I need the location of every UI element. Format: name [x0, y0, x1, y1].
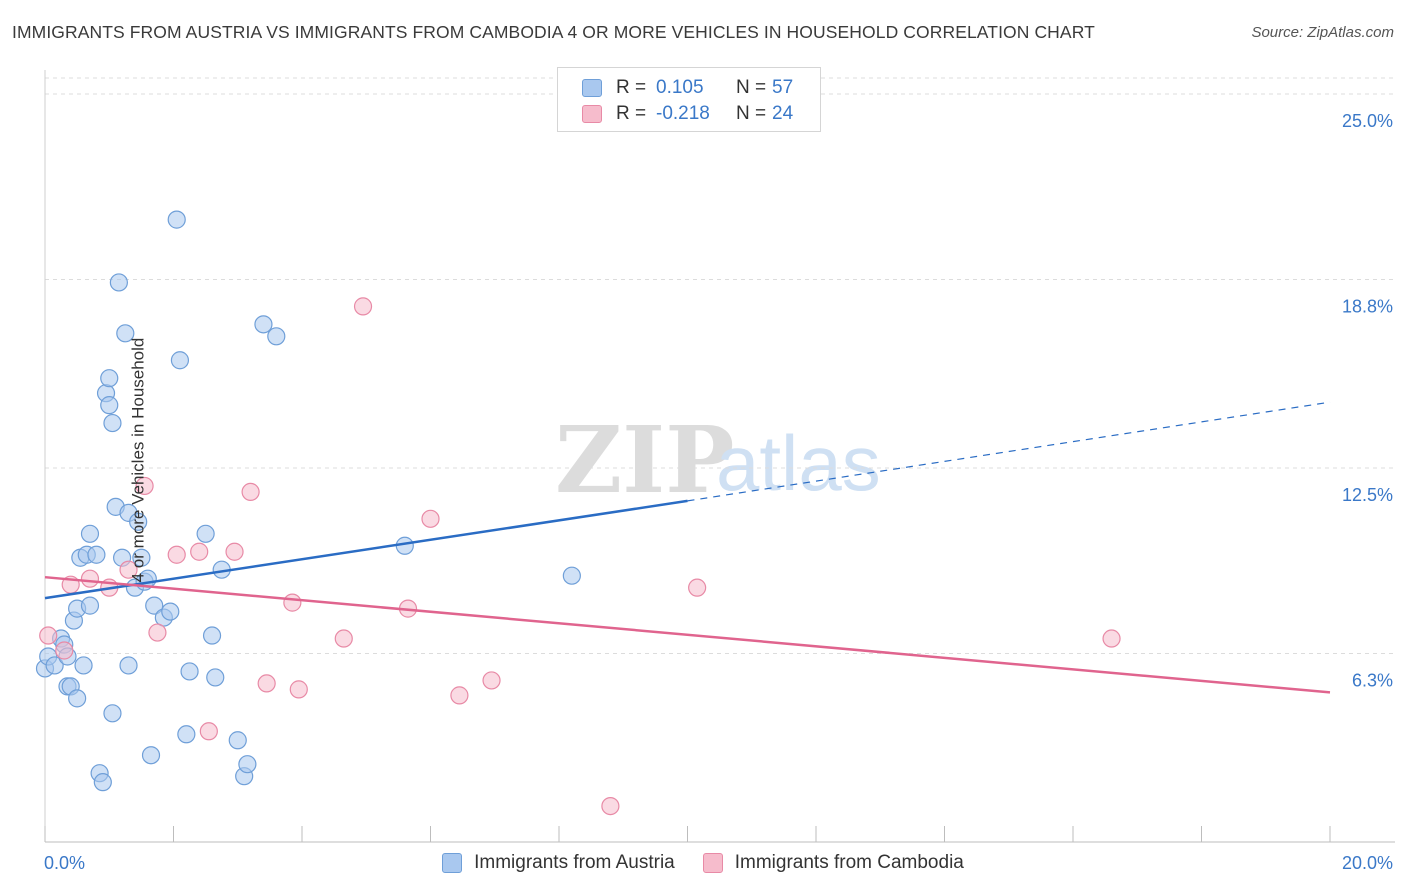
point-cambodia [353, 297, 373, 316]
point-cambodia [241, 482, 260, 502]
point-cambodia [135, 476, 154, 496]
legend-item-cambodia: Immigrants from Cambodia [702, 852, 964, 874]
trend-line-cambodia [44, 575, 1331, 694]
source-label: Source: ZipAtlas.com [1251, 24, 1394, 41]
point-cambodia [39, 626, 58, 645]
point-austria [80, 596, 100, 615]
point-austria [45, 656, 64, 675]
point-austria [202, 626, 222, 645]
point-austria [254, 315, 273, 334]
point-austria [177, 725, 196, 744]
point-austria [103, 413, 122, 433]
point-cambodia [688, 578, 707, 597]
point-austria [141, 746, 161, 765]
point-austria [167, 210, 186, 229]
series-legend: Immigrants from Austria Immigrants from … [0, 852, 1406, 874]
legend-r-value: -0.218 [656, 103, 710, 124]
point-cambodia [601, 796, 620, 816]
point-cambodia [55, 641, 74, 660]
legend-r-label: R = [616, 77, 647, 98]
y-axis-label: 4 or more Vehicles in Household [128, 337, 148, 583]
point-austria [161, 602, 180, 621]
point-cambodia [199, 722, 218, 741]
point-austria [129, 512, 148, 531]
point-austria [80, 524, 100, 543]
point-austria [180, 662, 199, 681]
legend-n-value: 57 [772, 77, 794, 98]
point-cambodia [482, 671, 501, 690]
point-austria [93, 773, 112, 792]
legend-swatch-austria [442, 853, 463, 873]
trend-line-austria [44, 499, 688, 600]
point-austria [267, 327, 286, 346]
y-tick-label: 6.3% [1352, 670, 1393, 690]
point-austria [109, 273, 128, 292]
tick-labels: 6.3% 12.5% 18.8% 25.0% 0.0% 20.0% [44, 111, 1393, 873]
point-austria [132, 548, 151, 567]
point-austria [87, 545, 106, 564]
point-cambodia [283, 593, 302, 612]
x-tick-label: 20.0% [1342, 853, 1393, 873]
legend-swatch-cambodia [702, 853, 723, 873]
point-austria [103, 704, 122, 723]
point-austria [228, 731, 247, 750]
point-cambodia [257, 674, 276, 693]
legend-n-value: 24 [772, 103, 794, 124]
point-austria [68, 689, 87, 708]
legend-label-austria: Immigrants from Austria [474, 852, 675, 873]
trend-line-austria-projection [687, 401, 1331, 502]
y-tick-label: 18.8% [1342, 296, 1393, 316]
point-austria [170, 351, 190, 370]
point-austria [238, 755, 257, 774]
stats-legend: R = 0.105 N = 57 R = -0.218 N = 24 [557, 67, 821, 132]
legend-swatch-austria [582, 79, 602, 97]
legend-r-value: 0.105 [656, 77, 704, 98]
point-cambodia [225, 542, 244, 561]
point-cambodia [1102, 629, 1121, 648]
point-austria [100, 369, 119, 388]
point-cambodia [167, 545, 186, 564]
point-austria [119, 656, 138, 675]
legend-swatch-cambodia [582, 105, 602, 123]
x-tick-label: 0.0% [44, 853, 85, 873]
point-austria [100, 396, 119, 415]
point-austria [562, 566, 581, 585]
point-austria [196, 524, 215, 543]
point-austria [116, 324, 135, 343]
point-cambodia [148, 623, 167, 642]
point-austria [74, 656, 93, 675]
point-cambodia [334, 629, 353, 648]
point-cambodia [119, 560, 138, 579]
legend-n-label: N = [736, 77, 767, 98]
point-austria [145, 596, 164, 615]
point-cambodia [421, 509, 440, 528]
legend-item-austria: Immigrants from Austria [442, 852, 675, 874]
chart-title: IMMIGRANTS FROM AUSTRIA VS IMMIGRANTS FR… [12, 22, 1095, 42]
legend-row-cambodia: R = -0.218 N = 24 [582, 102, 793, 126]
watermark-zip: ZIP [555, 406, 734, 514]
point-austria [206, 668, 225, 687]
legend-n-label: N = [736, 103, 767, 124]
watermark-atlas: atlas [716, 419, 881, 507]
legend-row-austria: R = 0.105 N = 57 [582, 76, 793, 100]
y-tick-label: 12.5% [1342, 485, 1393, 505]
y-tick-label: 25.0% [1342, 111, 1393, 131]
trend-lines [44, 401, 1331, 694]
legend-r-label: R = [616, 103, 647, 124]
point-cambodia [80, 569, 100, 588]
point-cambodia [450, 686, 469, 705]
point-cambodia [190, 542, 209, 561]
legend-label-cambodia: Immigrants from Cambodia [734, 852, 964, 873]
axes [44, 70, 1395, 843]
point-cambodia [289, 680, 308, 699]
